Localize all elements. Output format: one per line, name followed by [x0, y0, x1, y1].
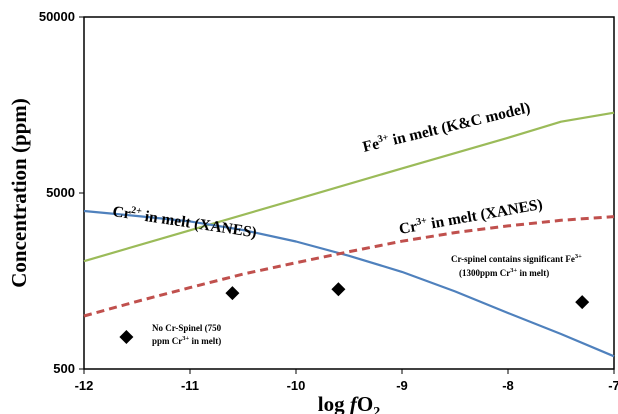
x-tick-label-1: -11	[181, 378, 199, 393]
data-points	[119, 282, 590, 344]
series-lines	[83, 111, 615, 358]
cr3-line	[83, 215, 615, 318]
axis-ticks: -12 -11 -10 -9 -8 -7 500 5000 50000	[39, 9, 618, 393]
y-axis-title: Concentration (ppm)	[7, 98, 31, 288]
data-point-3	[575, 295, 590, 310]
spinel-note-line2: (1300ppm Cr3+ in melt)	[459, 267, 549, 278]
data-point-2	[331, 282, 346, 297]
x-tick-label-2: -10	[287, 378, 306, 393]
x-tick-label-4: -8	[502, 378, 514, 393]
no-spinel-note-line2: ppm Cr3+ in melt)	[152, 335, 221, 346]
x-tick-label-5: -7	[608, 378, 618, 393]
y-tick-label-0: 500	[53, 361, 75, 376]
x-tick-label-0: -12	[75, 378, 94, 393]
no-spinel-note-line1: No Cr-Spinel (750	[152, 323, 222, 333]
fe3-line	[83, 111, 615, 263]
data-point-1	[225, 286, 240, 301]
x-axis-title: log fO2	[318, 392, 380, 414]
data-point-0	[119, 329, 134, 344]
x-tick-label-3: -9	[396, 378, 408, 393]
y-tick-label-2: 50000	[39, 9, 75, 24]
cr2-line	[83, 209, 615, 358]
spinel-note-line1: Cr-spinel contains significant Fe3+	[451, 253, 582, 264]
plot-area	[83, 16, 615, 370]
y-tick-label-1: 5000	[46, 185, 75, 200]
